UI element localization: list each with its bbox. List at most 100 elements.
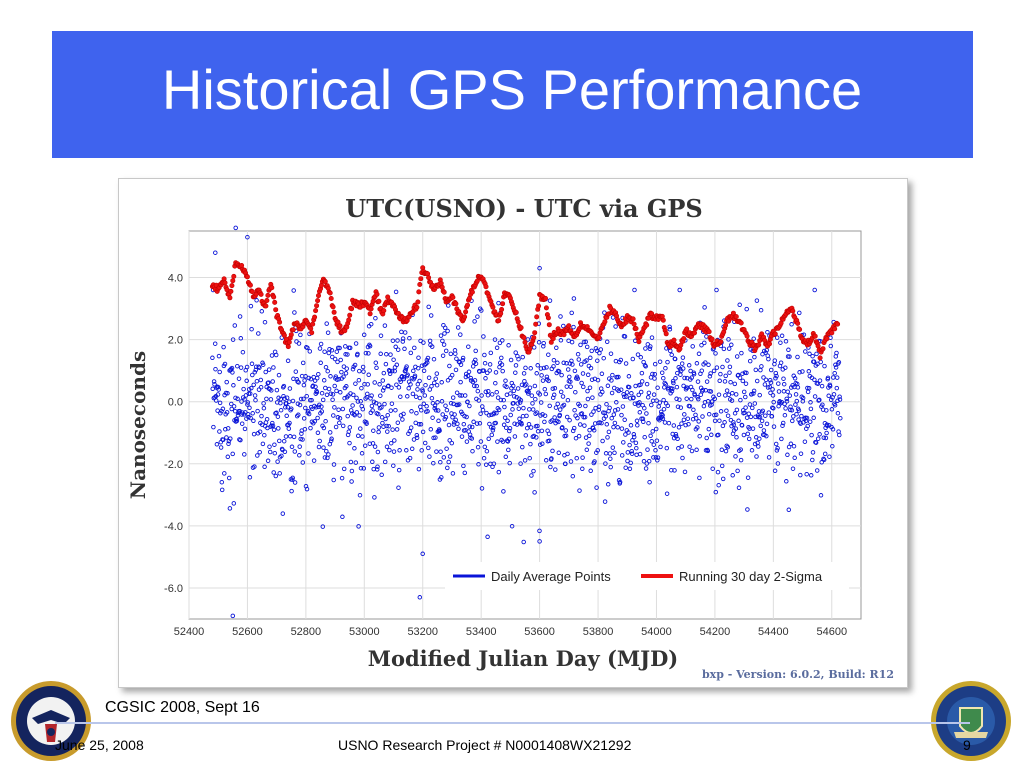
daily-point <box>443 403 448 408</box>
daily-point <box>317 438 322 444</box>
daily-point <box>824 408 829 413</box>
daily-point <box>246 414 251 420</box>
daily-point <box>825 423 830 429</box>
daily-point <box>813 440 819 445</box>
sigma-point <box>228 288 234 294</box>
daily-point <box>249 326 254 332</box>
daily-point <box>396 485 401 490</box>
daily-point <box>230 613 236 619</box>
daily-point <box>650 371 655 377</box>
daily-point <box>486 388 491 394</box>
daily-point <box>273 473 279 479</box>
sigma-point <box>247 282 253 288</box>
x-tick-label: 53000 <box>349 626 380 638</box>
daily-point <box>704 435 709 441</box>
sigma-point <box>500 301 506 307</box>
daily-point <box>607 405 612 411</box>
daily-point <box>724 388 730 393</box>
daily-point <box>696 396 701 402</box>
daily-point <box>324 448 329 454</box>
daily-point <box>467 432 473 437</box>
daily-point <box>789 322 794 327</box>
daily-point <box>472 319 477 324</box>
daily-point <box>750 426 756 431</box>
daily-point <box>823 435 829 441</box>
daily-point <box>251 382 256 388</box>
daily-point <box>261 405 267 411</box>
daily-point <box>578 342 583 348</box>
daily-point <box>448 400 454 406</box>
daily-point <box>497 340 503 346</box>
sigma-point <box>561 332 567 338</box>
daily-point <box>259 309 265 314</box>
daily-point <box>692 392 698 398</box>
daily-point <box>431 435 436 441</box>
daily-point <box>267 449 273 455</box>
daily-point <box>375 464 380 469</box>
daily-point <box>373 360 379 365</box>
daily-point <box>482 352 487 358</box>
daily-point <box>512 434 518 439</box>
daily-point <box>506 343 511 348</box>
daily-point <box>222 361 228 367</box>
daily-point <box>270 423 276 429</box>
daily-point <box>571 296 577 301</box>
daily-point <box>301 396 306 402</box>
daily-point <box>433 376 438 381</box>
daily-point <box>297 402 303 408</box>
daily-point <box>332 405 337 410</box>
sigma-point <box>706 329 712 335</box>
daily-point <box>799 413 804 419</box>
daily-point <box>494 410 499 416</box>
daily-point <box>576 357 582 362</box>
daily-point <box>425 355 431 361</box>
daily-point <box>743 394 748 400</box>
daily-point <box>439 399 445 404</box>
daily-point <box>478 411 483 416</box>
daily-point <box>655 385 660 390</box>
daily-point <box>264 396 269 402</box>
daily-point <box>641 419 646 425</box>
daily-point <box>605 383 611 389</box>
daily-point <box>434 371 440 376</box>
sigma-point <box>681 336 687 342</box>
daily-point <box>428 313 434 318</box>
x-tick-label: 53400 <box>466 626 497 638</box>
x-tick-labels: 52400 52600 52800 53000 53200 53400 53600 53800… <box>174 626 847 638</box>
daily-point <box>679 421 684 426</box>
daily-point <box>759 418 765 424</box>
daily-point <box>725 413 731 418</box>
daily-point <box>339 475 345 481</box>
daily-point <box>395 347 401 352</box>
daily-point <box>296 412 301 418</box>
sigma-point <box>244 274 250 280</box>
daily-point <box>310 406 315 412</box>
daily-point <box>464 414 469 420</box>
daily-point <box>837 432 842 438</box>
x-tick-label: 52600 <box>232 626 263 638</box>
daily-point <box>398 394 403 399</box>
daily-point <box>396 467 402 473</box>
daily-point <box>448 351 454 357</box>
daily-point <box>696 351 702 357</box>
daily-point <box>584 447 590 453</box>
daily-point <box>386 423 391 429</box>
sigma-point <box>545 315 551 321</box>
daily-point <box>231 501 237 506</box>
daily-point <box>785 452 790 458</box>
daily-point <box>800 369 805 374</box>
daily-point <box>486 436 491 442</box>
daily-point <box>577 403 583 408</box>
daily-point <box>361 369 366 374</box>
daily-point <box>364 421 369 426</box>
sigma-point <box>649 311 655 317</box>
daily-point <box>454 356 459 361</box>
daily-point <box>675 436 680 442</box>
daily-point <box>767 377 773 383</box>
daily-point <box>522 458 528 463</box>
daily-point <box>391 449 397 454</box>
daily-point <box>753 367 759 373</box>
daily-point <box>821 435 827 440</box>
daily-point <box>367 343 373 349</box>
daily-point <box>628 423 634 428</box>
